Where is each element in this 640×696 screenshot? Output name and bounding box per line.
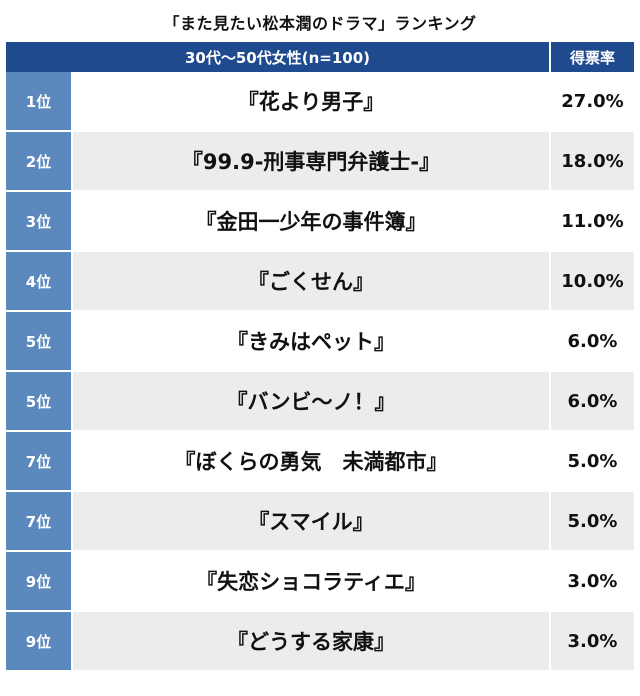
drama-title-cell: 『ぼくらの勇気 未満都市』: [72, 431, 551, 492]
vote-share-cell: 27.0%: [550, 72, 634, 132]
table-row: 2位 『99.9-刑事専門弁護士-』 18.0%: [6, 131, 634, 192]
drama-title-cell: 『99.9-刑事専門弁護士-』: [72, 131, 551, 192]
vote-share-cell: 6.0%: [550, 371, 634, 432]
rank-cell: 3位: [6, 191, 73, 252]
rank-cell: 5位: [6, 371, 73, 432]
ranking-table: 30代〜50代女性(n=100) 得票率 1位 『花より男子』 27.0% 2位 『99…: [6, 42, 634, 672]
table-row: 5位 『きみはペット』 6.0%: [6, 311, 634, 372]
rank-cell: 9位: [6, 611, 73, 672]
rank-cell: 7位: [6, 431, 73, 492]
vote-share-cell: 10.0%: [550, 251, 634, 312]
table-row: 3位 『金田一少年の事件簿』 11.0%: [6, 191, 634, 252]
vote-share-cell: 3.0%: [550, 611, 634, 672]
rank-cell: 7位: [6, 491, 73, 552]
drama-title-cell: 『花より男子』: [72, 72, 551, 132]
vote-share-cell: 11.0%: [550, 191, 634, 252]
rank-cell: 4位: [6, 251, 73, 312]
drama-title-cell: 『バンビ〜ノ！』: [72, 371, 551, 432]
rank-cell: 1位: [6, 72, 73, 132]
drama-title-cell: 『スマイル』: [72, 491, 551, 552]
table-row: 4位 『ごくせん』 10.0%: [6, 251, 634, 312]
table-row: 1位 『花より男子』 27.0%: [6, 72, 634, 132]
table-row: 9位 『失恋ショコラティエ』 3.0%: [6, 551, 634, 612]
rank-cell: 9位: [6, 551, 73, 612]
table-row: 9位 『どうする家康』 3.0%: [6, 611, 634, 672]
ranking-body: 1位 『花より男子』 27.0% 2位 『99.9-刑事専門弁護士-』 18.0% 3位 『金…: [6, 72, 634, 672]
table-row: 7位 『ぼくらの勇気 未満都市』 5.0%: [6, 431, 634, 492]
chart-title: 「また見たい松本潤のドラマ」ランキング: [163, 14, 477, 33]
vote-share-cell: 5.0%: [550, 491, 634, 552]
rank-cell: 2位: [6, 131, 73, 192]
vote-share-cell: 3.0%: [550, 551, 634, 612]
drama-title-cell: 『失恋ショコラティエ』: [72, 551, 551, 612]
header-vote-share: 得票率: [550, 42, 634, 72]
table-header-row: 30代〜50代女性(n=100) 得票率: [6, 42, 634, 72]
rank-cell: 5位: [6, 311, 73, 372]
drama-title-cell: 『どうする家康』: [72, 611, 551, 672]
table-row: 7位 『スマイル』 5.0%: [6, 491, 634, 552]
table-row: 5位 『バンビ〜ノ！』 6.0%: [6, 371, 634, 432]
header-respondents: 30代〜50代女性(n=100): [6, 42, 551, 72]
vote-share-cell: 5.0%: [550, 431, 634, 492]
vote-share-cell: 6.0%: [550, 311, 634, 372]
drama-title-cell: 『金田一少年の事件簿』: [72, 191, 551, 252]
drama-title-cell: 『きみはペット』: [72, 311, 551, 372]
vote-share-cell: 18.0%: [550, 131, 634, 192]
drama-title-cell: 『ごくせん』: [72, 251, 551, 312]
